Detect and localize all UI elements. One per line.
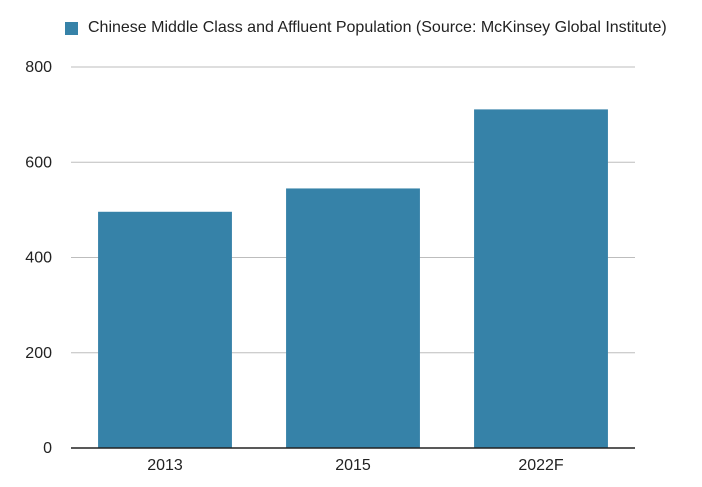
y-tick-label: 800 [25,59,52,76]
bar-2022F [474,109,608,448]
x-tick-label: 2013 [147,457,183,474]
y-tick-label: 200 [25,345,52,362]
x-tick-label: 2022F [518,457,564,474]
y-tick-label: 0 [43,440,52,457]
legend-label: Chinese Middle Class and Affluent Popula… [88,19,667,36]
legend-swatch [65,21,78,35]
bar-2013 [98,211,232,448]
y-tick-label: 400 [25,250,52,267]
bars [98,109,608,448]
bar-2015 [286,188,420,448]
y-tick-labels: 0 200 400 600 800 [25,59,52,457]
x-tick-label: 2015 [335,457,371,474]
chart-legend: Chinese Middle Class and Affluent Popula… [65,17,667,39]
y-tick-label: 600 [25,154,52,171]
x-tick-labels: 2013 2015 2022F [147,457,564,474]
